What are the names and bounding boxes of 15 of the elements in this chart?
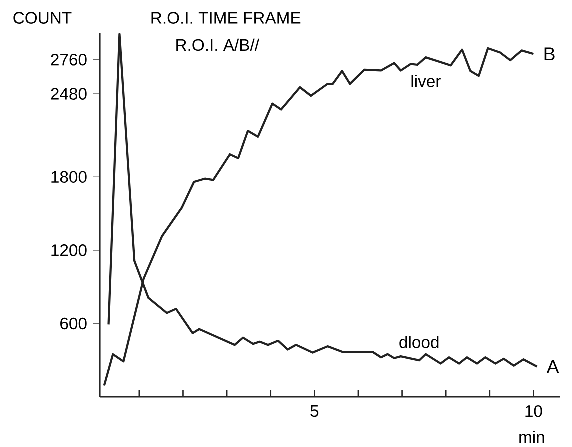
y-tick-label: 2480 [51, 88, 87, 100]
y-tick-label: 1800 [52, 171, 87, 184]
annotation: B [544, 48, 555, 61]
series-label: liver [412, 75, 441, 88]
y-tick-label: 600 [60, 318, 87, 330]
chart-title: R.O.I. TIME FRAME [152, 12, 301, 24]
y-axis-title: COUNT [14, 12, 72, 24]
annotation: A [546, 360, 560, 374]
x-axis-title: min [520, 430, 544, 444]
y-tick-label: 1200 [52, 244, 87, 256]
x-tick-label: 10 [526, 406, 542, 418]
series-label: dlood [400, 336, 439, 348]
chart-subtitle: R.O.I. A/B// [176, 38, 260, 52]
x-tick-label: 5 [310, 405, 319, 418]
y-tick-label: 2760 [51, 54, 87, 66]
